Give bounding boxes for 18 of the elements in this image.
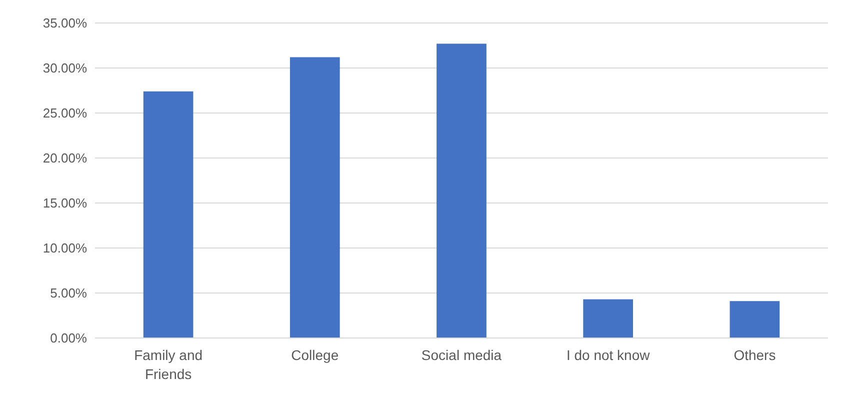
x-tick-label: Social media (421, 347, 502, 363)
y-tick-label: 20.00% (42, 150, 88, 166)
x-tick-label: Others (734, 347, 776, 363)
bar (290, 57, 340, 338)
bar (436, 44, 486, 338)
y-tick-label: 0.00% (50, 330, 88, 346)
bar (143, 91, 194, 338)
x-tick-label: College (291, 347, 339, 363)
x-tick-label: Family and Friends (134, 347, 203, 382)
x-tick-label: I do not know (566, 347, 651, 363)
y-tick-label: 15.00% (42, 196, 88, 211)
y-tick-label: 35.00% (42, 16, 88, 31)
y-tick-label: 25.00% (42, 106, 88, 121)
y-tick-label: 5.00% (50, 286, 88, 301)
bar (730, 301, 780, 338)
y-tick-label: 30.00% (42, 60, 88, 76)
y-tick-label: 10.00% (42, 240, 88, 256)
bar (583, 299, 634, 338)
